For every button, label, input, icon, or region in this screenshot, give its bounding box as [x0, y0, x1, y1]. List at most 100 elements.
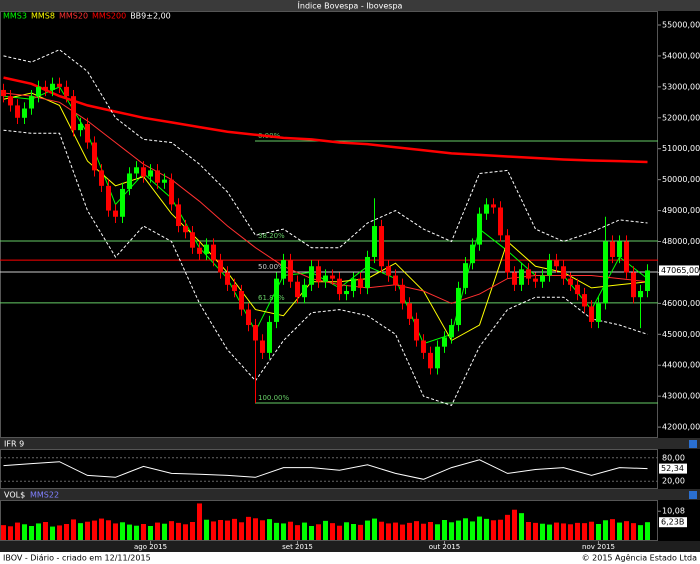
candle-body	[78, 123, 83, 131]
candle-body	[274, 278, 279, 322]
candle-body	[71, 96, 76, 131]
volume-bar	[456, 520, 461, 540]
volume-bar	[239, 522, 244, 540]
candle-body	[162, 179, 167, 183]
volume-bar	[344, 522, 349, 540]
y-tick-label: 53000,00	[662, 82, 700, 91]
candle-body	[197, 247, 202, 254]
fib-label: 61.80%	[258, 294, 285, 302]
volume-bar	[603, 520, 608, 540]
y-tick-label: 43000,00	[662, 392, 700, 401]
candle-body	[533, 278, 538, 282]
volume-bar	[519, 513, 524, 540]
candle-body	[379, 226, 384, 267]
candle-body	[519, 269, 524, 285]
volume-bar	[351, 524, 356, 540]
volume-bar	[162, 523, 167, 540]
volume-bar	[176, 522, 181, 540]
candle-body	[8, 96, 13, 106]
candle-body	[57, 83, 62, 87]
volume-bar	[358, 524, 363, 540]
candle-body	[239, 291, 244, 310]
candle-body	[211, 244, 216, 261]
y-tick-label: 51000,00	[662, 144, 700, 153]
candle-body	[29, 96, 34, 109]
legend-entry: MMS3	[3, 12, 27, 21]
candle-body	[498, 207, 503, 236]
fib-label: 50.00%	[258, 263, 285, 271]
volume-bar	[617, 522, 622, 540]
volume-bar	[400, 524, 405, 540]
main-frame	[0, 11, 658, 438]
legend-entry: MMS20	[59, 12, 88, 21]
candle-body	[400, 284, 405, 304]
volume-bar	[267, 519, 272, 540]
y-tick-label: 50000,00	[662, 175, 700, 184]
volume-bar	[197, 503, 202, 540]
candle-body	[120, 188, 125, 217]
volume-bar	[120, 522, 125, 540]
volume-bar	[365, 520, 370, 540]
candle-body	[386, 266, 391, 276]
volume-bar	[491, 520, 496, 540]
candle-body	[232, 284, 237, 292]
volume-bar	[561, 523, 566, 540]
volume-bar	[232, 518, 237, 540]
volume-bar	[554, 522, 559, 540]
volume-bar	[330, 523, 335, 540]
volume-bar	[127, 524, 132, 540]
legend-entry: MMS200	[92, 12, 126, 21]
value-tag-label: 52,34	[661, 464, 684, 473]
volume-bar	[484, 518, 489, 540]
volume-bar	[547, 524, 552, 540]
y-tick-label: 42000,00	[662, 423, 700, 432]
volume-bar	[260, 520, 265, 540]
candle-body	[288, 260, 293, 282]
candle-body	[316, 266, 321, 282]
candle-body	[92, 142, 97, 171]
candle-body	[484, 204, 489, 214]
candle-body	[148, 170, 153, 177]
fib-label: 100.00%	[258, 394, 289, 402]
volume-legend: MMS22	[30, 491, 59, 500]
candle-body	[106, 185, 111, 211]
volume-bar	[71, 519, 76, 540]
volume-bar	[512, 509, 517, 540]
overlay-line	[3, 129, 648, 407]
candle-body	[169, 179, 174, 205]
candle-body	[442, 337, 447, 347]
volume-bar	[645, 522, 650, 540]
volume-bar	[372, 518, 377, 540]
rsi-frame	[0, 449, 658, 489]
y-tick-label: 45000,00	[662, 330, 700, 339]
overlay-line	[3, 49, 648, 249]
volume-bar	[288, 521, 293, 540]
footer-right: © 2015 Agência Estado Ltda	[582, 553, 698, 563]
candle-body	[372, 226, 377, 257]
volume-bar	[295, 525, 300, 540]
volume-title: VOL$	[4, 491, 25, 500]
candle-body	[624, 241, 629, 273]
candle-body	[134, 167, 139, 174]
candle-body	[617, 241, 622, 257]
volume-bar	[435, 524, 440, 540]
candle-body	[428, 352, 433, 369]
value-tag-label: 6,23B	[661, 518, 684, 527]
candle-body	[225, 272, 230, 285]
icon[interactable]	[689, 491, 697, 499]
candle-body	[449, 325, 454, 338]
x-tick-label: nov 2015	[582, 543, 615, 551]
candle-body	[127, 173, 132, 189]
volume-bar	[281, 523, 286, 540]
y-tick-label: 10,08	[662, 507, 685, 516]
candle-body	[561, 266, 566, 279]
candle-body	[491, 204, 496, 208]
candle-body	[64, 86, 69, 97]
candle-body	[477, 213, 482, 245]
candle-body	[246, 309, 251, 326]
y-tick-label: 46000,00	[662, 299, 700, 308]
volume-bar	[148, 526, 153, 540]
volume-bar	[225, 520, 230, 540]
candle-body	[36, 86, 41, 97]
icon[interactable]	[689, 440, 697, 448]
